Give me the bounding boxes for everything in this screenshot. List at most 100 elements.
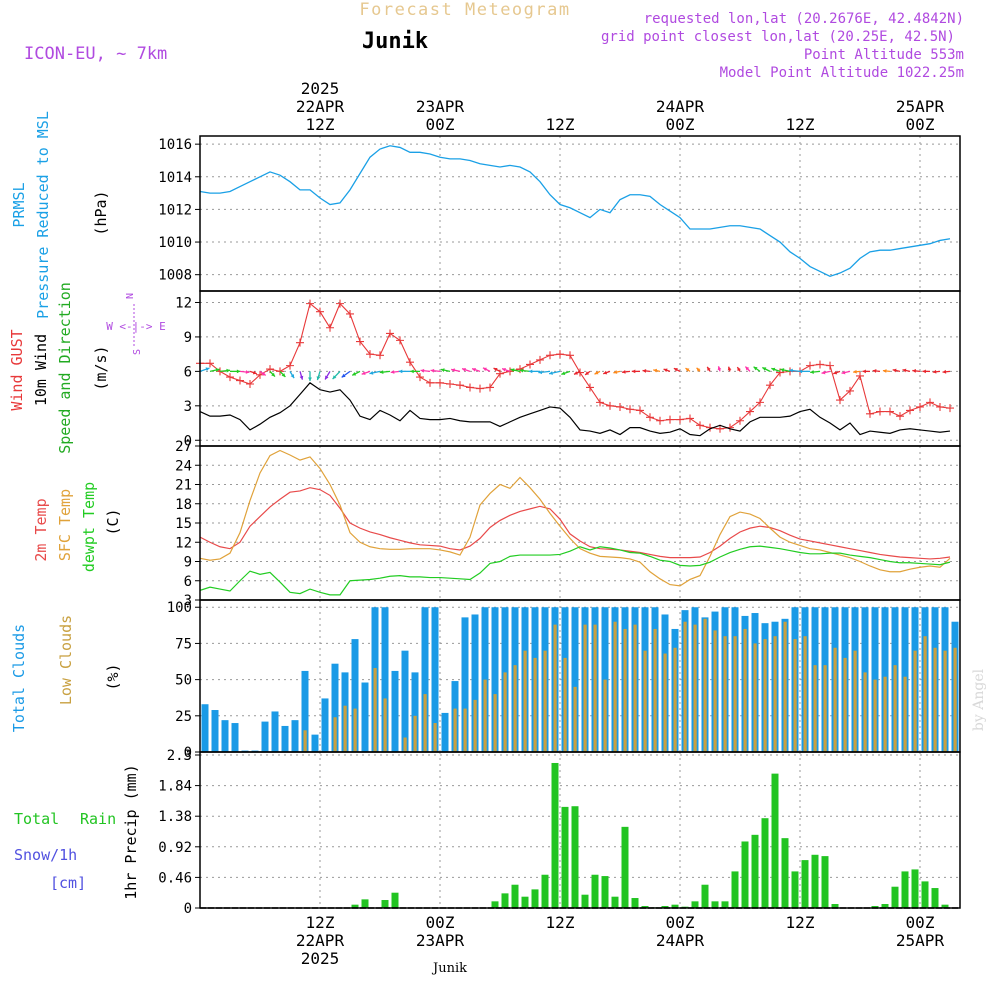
low-cloud-bar [803, 636, 807, 752]
wind-arrow-head [631, 369, 636, 374]
ytick-label-temperature: 18 [175, 497, 192, 513]
gust-marker [656, 416, 664, 425]
gust-marker [456, 381, 464, 390]
precip-bar [571, 806, 579, 908]
precip-bar [881, 904, 889, 908]
precip-bar [901, 871, 909, 908]
total-cloud-bar [321, 698, 329, 752]
precip-bar [621, 826, 629, 908]
bottom-time-label: 25APR [896, 931, 945, 950]
gust-marker [276, 367, 284, 376]
precip-bar [601, 876, 609, 908]
wind-arrow-head [585, 371, 590, 375]
bottom-time-label: 12Z [306, 913, 335, 932]
gust-marker [716, 424, 724, 433]
precip-bar [751, 834, 759, 908]
wind-arrow-head [308, 377, 312, 381]
total-cloud-bar [231, 723, 239, 752]
wind-arrow-head [549, 371, 553, 375]
top-time-label: 24APR [656, 97, 705, 116]
low-cloud-bar [763, 639, 767, 752]
wind-arrow-head [942, 369, 947, 374]
ytick-label-wind: 9 [184, 330, 192, 346]
precip-bar [501, 893, 509, 908]
wind-arrow-head [673, 368, 678, 372]
low-cloud-bar [913, 650, 917, 752]
point-altitude: Point Altitude 553m [804, 47, 964, 63]
wind-arrow-head [493, 367, 498, 372]
low-cloud-bar [333, 717, 337, 752]
precip-bar [361, 899, 369, 908]
low-cloud-bar [783, 621, 787, 752]
gust-marker [946, 404, 954, 413]
gust-marker [926, 398, 934, 407]
gust-marker [476, 384, 484, 393]
gust-marker [896, 412, 904, 421]
precip-label-axis: 1hr Precip (mm) [122, 764, 140, 899]
ytick-label-temperature: 9 [184, 555, 192, 571]
precip-bar [911, 869, 919, 908]
top-time-label: 2025 [301, 79, 340, 98]
precip-bar [511, 884, 519, 908]
ytick-label-temperature: 3 [184, 593, 192, 609]
low-cloud-bar [493, 694, 497, 752]
top-time-label: 00Z [426, 115, 455, 134]
total-cloud-bar [281, 725, 289, 752]
wind-arrow-head [398, 369, 403, 374]
low-cloud-bar [573, 686, 577, 752]
wind-arrow-head [261, 371, 266, 376]
wind-arrow-head [205, 367, 210, 372]
temperature-labels: 2m Temp SFC Temp dewpt Temp (C) [32, 482, 122, 572]
wind-arrow-head [361, 371, 366, 375]
gust-marker [846, 386, 854, 395]
low-cloud-bar [553, 624, 557, 752]
wind-arrow-head [215, 368, 220, 372]
wind-label-direction: Speed and Direction [56, 282, 74, 454]
wind-arrow-head [771, 367, 776, 372]
gust-marker [676, 415, 684, 424]
wind-arrow-head [727, 366, 732, 371]
compass-south: S [132, 349, 143, 355]
precip-bar [491, 901, 499, 908]
wind-arrow-head [482, 367, 487, 372]
low-cloud-bar [713, 630, 717, 752]
low-cloud-bar [673, 647, 677, 752]
ytick-label-pressure: 1014 [158, 170, 192, 186]
precip-bar [721, 901, 729, 908]
precip-legend-cm: [cm] [50, 874, 86, 892]
wind-arrow-head [642, 369, 647, 373]
wind-arrow-head [663, 368, 668, 373]
total-cloud-bar [571, 607, 579, 752]
gust-marker [236, 376, 244, 385]
total-cloud-bar [291, 720, 299, 752]
precip-legend-rain: Rain [80, 810, 116, 828]
gust-marker [886, 407, 894, 416]
gust-marker [366, 350, 374, 359]
gust-marker [416, 373, 424, 382]
watermark: by Angel [971, 668, 987, 731]
wind-arrow-head [271, 372, 275, 377]
precip-labels: 1hr Precip (mm) Total Rain Snow/1h [cm] [14, 764, 140, 899]
temp-label-2m: 2m Temp [32, 498, 50, 561]
precip-bar [611, 896, 619, 908]
precip-bar [831, 904, 839, 908]
bottom-time-label: 24APR [656, 931, 705, 950]
precip-bar [391, 892, 399, 908]
low-cloud-bar [863, 672, 867, 752]
model-altitude: Model Point Altitude 1022.25m [720, 65, 964, 81]
gust-marker [936, 402, 944, 411]
low-cloud-bar [953, 647, 957, 752]
gust-marker [286, 361, 294, 370]
low-cloud-bar [453, 708, 457, 752]
precip-bar [671, 904, 679, 908]
top-time-label: 23APR [416, 97, 465, 116]
low-cloud-bar [623, 628, 627, 752]
gust-marker [816, 360, 824, 369]
total-cloud-bar [491, 607, 499, 752]
wind-arrow-head [390, 370, 395, 374]
low-cloud-bar [843, 657, 847, 752]
precip-legend-snow: Snow/1h [14, 846, 77, 864]
cloud-label-low: Low Clouds [57, 615, 75, 705]
bottom-time-label: 00Z [426, 913, 455, 932]
low-cloud-bar [923, 636, 927, 752]
